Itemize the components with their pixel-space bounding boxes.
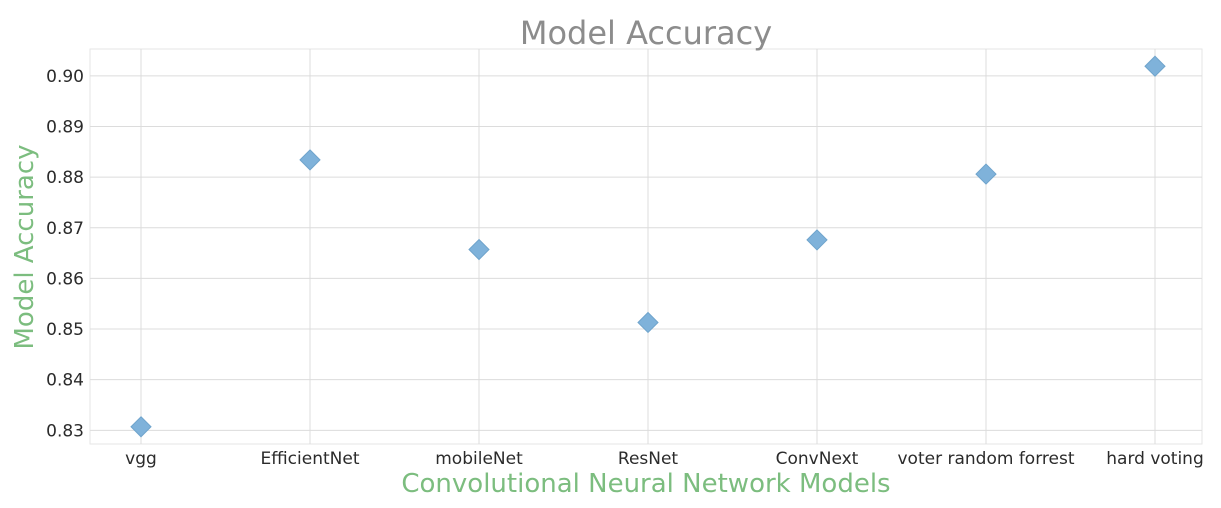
plot-area [89, 48, 1203, 445]
data-point-hard-voting [1144, 55, 1166, 77]
x-axis-label: Convolutional Neural Network Models [401, 469, 890, 499]
x-grid [140, 49, 1156, 444]
data-point-vgg [130, 416, 152, 438]
x-tick-label: mobileNet [435, 449, 523, 469]
y-tick-label: 0.83 [46, 421, 84, 441]
x-tick-label: voter random forrest [898, 449, 1075, 469]
data-points [130, 55, 1166, 438]
y-tick-label: 0.85 [46, 320, 84, 340]
x-tick-label: ResNet [618, 449, 679, 469]
y-grid [90, 75, 1202, 431]
y-tick-label: 0.84 [46, 371, 84, 391]
x-tick-label: vgg [125, 449, 157, 469]
x-tick-label: EfficientNet [261, 449, 360, 469]
data-point-convnext [806, 229, 828, 251]
y-tick-label: 0.89 [46, 117, 84, 137]
x-tick-label: ConvNext [776, 449, 859, 469]
data-point-efficientnet [299, 149, 321, 171]
y-tick-label: 0.88 [46, 168, 84, 188]
x-tick-label: hard voting [1106, 449, 1204, 469]
y-tick-labels: 0.83 0.84 0.85 0.86 0.87 0.88 0.89 0.90 [46, 67, 84, 441]
y-tick-label: 0.90 [46, 67, 84, 87]
data-point-mobilenet [468, 238, 490, 261]
chart-title: Model Accuracy [520, 14, 772, 52]
y-axis-label: Model Accuracy [10, 144, 40, 349]
data-point-voter-random-forrest [975, 163, 997, 185]
data-point-resnet [637, 311, 659, 334]
x-tick-labels: vgg EfficientNet mobileNet ResNet ConvNext vo… [125, 449, 1204, 469]
y-tick-label: 0.86 [46, 269, 84, 289]
y-tick-label: 0.87 [46, 219, 84, 239]
